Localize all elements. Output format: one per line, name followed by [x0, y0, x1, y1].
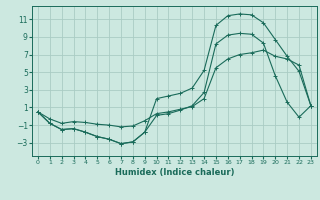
X-axis label: Humidex (Indice chaleur): Humidex (Indice chaleur) — [115, 168, 234, 177]
